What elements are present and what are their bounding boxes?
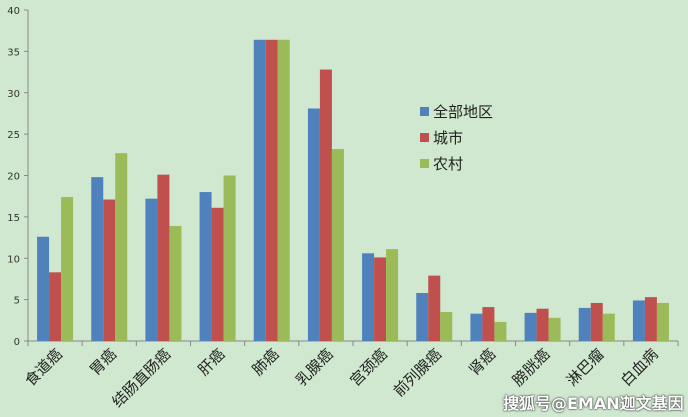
bar-前列腺癌-城市 <box>428 275 441 341</box>
x-tick-label: 淋巴瘤 <box>563 345 608 390</box>
x-tick-label: 白血病 <box>617 345 662 390</box>
bar-结肠直肠癌-农村 <box>169 225 182 341</box>
x-tick-label: 乳腺癌 <box>292 345 337 390</box>
legend-item-rural: 农村 <box>420 150 493 176</box>
bar-肾癌-城市 <box>482 307 495 341</box>
bar-白血病-农村 <box>656 302 669 341</box>
bar-肾癌-全部地区 <box>470 313 483 341</box>
legend-label: 农村 <box>433 154 464 173</box>
y-tick-label: 40 <box>7 6 20 17</box>
y-tick-label: 30 <box>7 89 20 100</box>
bar-肺癌-城市 <box>265 39 278 341</box>
bar-肝癌-城市 <box>211 207 224 341</box>
bar-肾癌-农村 <box>494 321 507 341</box>
bar-肝癌-全部地区 <box>199 192 212 341</box>
legend-swatch <box>420 158 429 168</box>
y-tick-label: 25 <box>7 130 20 141</box>
bar-淋巴瘤-全部地区 <box>578 307 591 341</box>
bar-结肠直肠癌-全部地区 <box>145 198 158 341</box>
y-tick-label: 15 <box>7 213 20 224</box>
legend-swatch <box>420 132 429 142</box>
bar-白血病-全部地区 <box>632 300 645 341</box>
bar-前列腺癌-全部地区 <box>416 293 429 341</box>
legend-swatch <box>420 106 429 116</box>
bar-前列腺癌-农村 <box>440 312 453 341</box>
bar-宫颈癌-城市 <box>374 257 387 341</box>
bar-白血病-城市 <box>644 297 657 341</box>
bar-膀胱癌-全部地区 <box>524 312 537 341</box>
bar-胃癌-农村 <box>115 153 128 341</box>
y-tick-label: 10 <box>7 254 20 265</box>
bar-膀胱癌-农村 <box>548 317 561 341</box>
y-tick-label: 20 <box>7 172 20 183</box>
x-tick-label: 宫颈癌 <box>346 345 391 390</box>
x-tick-label: 肾癌 <box>465 345 499 379</box>
legend-item-all: 全部地区 <box>420 98 493 124</box>
x-tick-label: 前列腺癌 <box>390 345 445 400</box>
bar-乳腺癌-城市 <box>319 69 332 341</box>
x-tick-label: 食道癌 <box>21 345 66 390</box>
y-tick-label: 35 <box>7 47 20 58</box>
x-tick-label: 膀胱癌 <box>509 345 554 390</box>
x-tick-label: 结肠直肠癌 <box>108 345 174 411</box>
bar-胃癌-城市 <box>103 199 116 341</box>
legend-label: 全部地区 <box>433 102 494 121</box>
x-tick-label: 肺癌 <box>249 345 283 379</box>
bar-宫颈癌-全部地区 <box>362 253 375 341</box>
bar-食道癌-城市 <box>49 272 62 341</box>
bar-宫颈癌-农村 <box>386 249 399 341</box>
bar-膀胱癌-城市 <box>536 308 549 341</box>
legend: 全部地区 城市 农村 <box>420 98 493 176</box>
legend-label: 城市 <box>433 128 464 147</box>
bar-肝癌-农村 <box>223 175 236 341</box>
bar-乳腺癌-农村 <box>331 149 344 341</box>
bar-胃癌-全部地区 <box>91 177 104 341</box>
bar-结肠直肠癌-城市 <box>157 174 170 341</box>
bar-乳腺癌-全部地区 <box>307 108 320 341</box>
x-tick-label: 胃癌 <box>86 345 120 379</box>
bar-食道癌-全部地区 <box>37 236 50 341</box>
bar-肺癌-全部地区 <box>253 39 266 341</box>
bar-淋巴瘤-农村 <box>602 313 615 341</box>
bar-食道癌-农村 <box>61 197 74 341</box>
bar-淋巴瘤-城市 <box>590 302 603 341</box>
y-tick-label: 5 <box>14 296 20 307</box>
bar-肺癌-农村 <box>277 39 290 341</box>
x-tick-label: 肝癌 <box>194 345 228 379</box>
watermark: 搜狐号@EMAN迦文基因 <box>503 394 684 413</box>
legend-item-city: 城市 <box>420 124 493 150</box>
y-tick-label: 0 <box>14 337 20 348</box>
